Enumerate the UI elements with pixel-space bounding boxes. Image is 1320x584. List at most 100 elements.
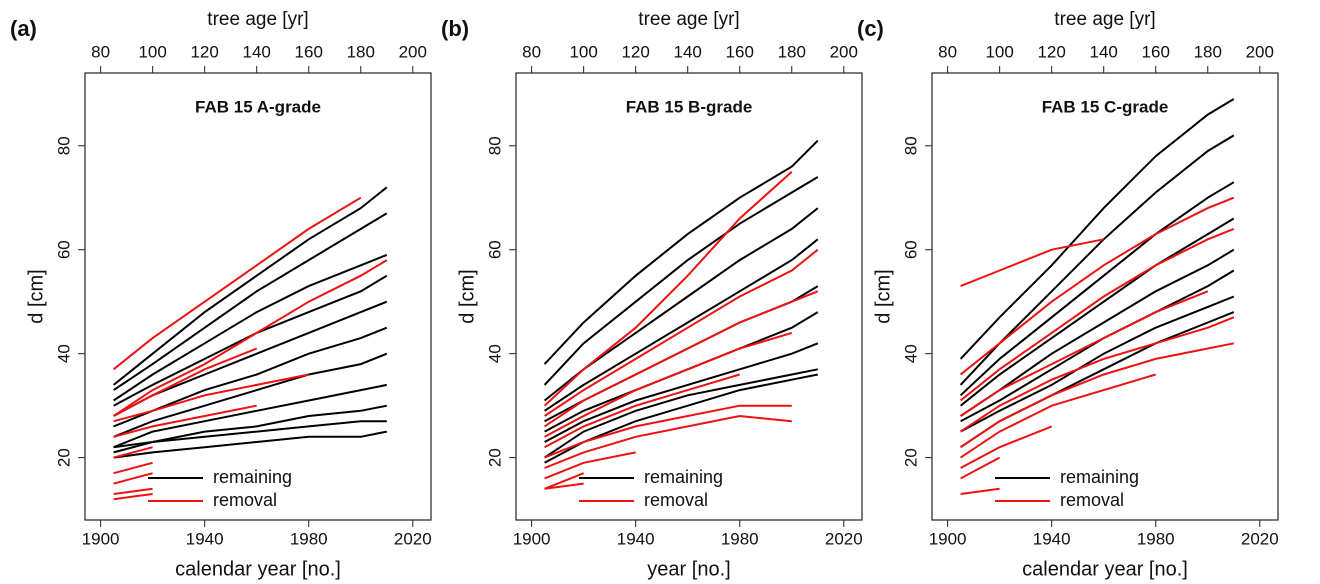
series-line: [544, 285, 819, 423]
legend-label: removal: [213, 490, 277, 510]
y-tick-label: 60: [54, 240, 73, 259]
top-axis-label: tree age [yr]: [638, 9, 739, 30]
x-tick-label: 2020: [825, 529, 863, 548]
series-line: [544, 342, 819, 443]
top-x-tick-label: 140: [243, 42, 271, 61]
y-tick-label: 20: [901, 448, 920, 467]
series-line: [960, 487, 1000, 495]
series-line: [113, 430, 387, 459]
x-tick-label: 1900: [513, 529, 551, 548]
x-axis-label: calendar year [no.]: [175, 558, 341, 580]
top-x-tick-label: 180: [778, 42, 806, 61]
panel-title: FAB 15 B-grade: [626, 97, 753, 116]
plot-frame: [515, 72, 863, 521]
top-x-tick-label: 160: [295, 42, 323, 61]
y-tick-label: 20: [485, 448, 504, 467]
plot-frame: [84, 72, 432, 521]
series-line: [113, 212, 388, 391]
series-line: [543, 176, 819, 386]
top-x-tick-label: 120: [190, 42, 218, 61]
plot-frame: [931, 72, 1279, 521]
y-tick-label: 80: [54, 136, 73, 155]
x-tick-label: 1980: [1137, 529, 1175, 548]
x-tick-label: 2020: [1241, 529, 1279, 548]
series-line: [544, 482, 584, 490]
x-tick-label: 1940: [1033, 529, 1071, 548]
top-x-tick-label: 120: [621, 42, 649, 61]
x-tick-label: 1900: [82, 529, 120, 548]
series-line: [113, 259, 388, 417]
y-axis-label: d [cm]: [456, 269, 478, 323]
y-tick-label: 40: [901, 344, 920, 363]
x-tick-label: 2020: [394, 529, 432, 548]
y-tick-label: 80: [485, 136, 504, 155]
series-line: [959, 196, 1235, 376]
y-tick-label: 60: [485, 240, 504, 259]
series-line: [543, 139, 819, 365]
x-tick-label: 1980: [290, 529, 328, 548]
series-line: [959, 227, 1235, 402]
legend-label: remaining: [1060, 467, 1139, 487]
top-axis-label: tree age [yr]: [207, 9, 308, 30]
y-tick-label: 20: [54, 448, 73, 467]
series-line: [959, 217, 1235, 407]
top-x-tick-label: 180: [1194, 42, 1222, 61]
series-line: [959, 134, 1235, 386]
series-line: [112, 196, 362, 371]
y-tick-label: 60: [901, 240, 920, 259]
top-x-tick-label: 160: [726, 42, 754, 61]
series-line: [544, 451, 636, 480]
y-axis-label: d [cm]: [25, 269, 47, 323]
x-tick-label: 1980: [721, 529, 759, 548]
panel-title: FAB 15 A-grade: [195, 97, 321, 116]
y-tick-label: 40: [485, 344, 504, 363]
series-line: [959, 98, 1235, 360]
top-axis-label: tree age [yr]: [1054, 9, 1155, 30]
series-line: [113, 253, 388, 402]
top-x-tick-label: 80: [91, 42, 110, 61]
series-line: [960, 238, 1104, 288]
series-line: [113, 383, 387, 449]
series-line: [113, 404, 257, 438]
legend-label: removal: [1060, 490, 1124, 510]
series-line: [112, 186, 388, 386]
series-line: [113, 472, 153, 485]
series-line: [960, 269, 1235, 423]
series-line: [113, 373, 309, 423]
top-x-tick-label: 100: [138, 42, 166, 61]
top-x-tick-label: 80: [938, 42, 957, 61]
series-line: [960, 373, 1156, 459]
top-x-tick-label: 100: [985, 42, 1013, 61]
top-x-tick-label: 160: [1142, 42, 1170, 61]
legend-label: remaining: [644, 467, 723, 487]
top-x-tick-label: 140: [674, 42, 702, 61]
series-line: [113, 461, 153, 475]
x-axis-label: year [no.]: [647, 558, 730, 580]
x-tick-label: 1940: [617, 529, 655, 548]
series-line: [113, 420, 387, 449]
top-x-tick-label: 140: [1090, 42, 1118, 61]
y-axis-label: d [cm]: [872, 269, 894, 323]
series-line: [960, 456, 1001, 480]
series-line: [544, 248, 819, 417]
x-axis-label: calendar year [no.]: [1022, 558, 1188, 580]
top-x-tick-label: 100: [569, 42, 597, 61]
top-x-tick-label: 200: [399, 42, 427, 61]
legend-label: removal: [644, 490, 708, 510]
series-line: [544, 238, 819, 412]
series-line: [544, 373, 740, 449]
top-x-tick-label: 120: [1037, 42, 1065, 61]
series-line: [960, 316, 1235, 433]
x-tick-label: 1900: [929, 529, 967, 548]
panel-label: (a): [10, 16, 37, 41]
top-x-tick-label: 200: [830, 42, 858, 61]
series-line: [544, 414, 792, 469]
y-tick-label: 80: [901, 136, 920, 155]
series-line: [113, 493, 153, 501]
series-line: [959, 181, 1235, 397]
series-line: [113, 352, 388, 438]
series-line: [544, 472, 584, 490]
series-line: [113, 347, 258, 417]
panel-label: (c): [857, 16, 884, 41]
series-line: [544, 368, 818, 459]
